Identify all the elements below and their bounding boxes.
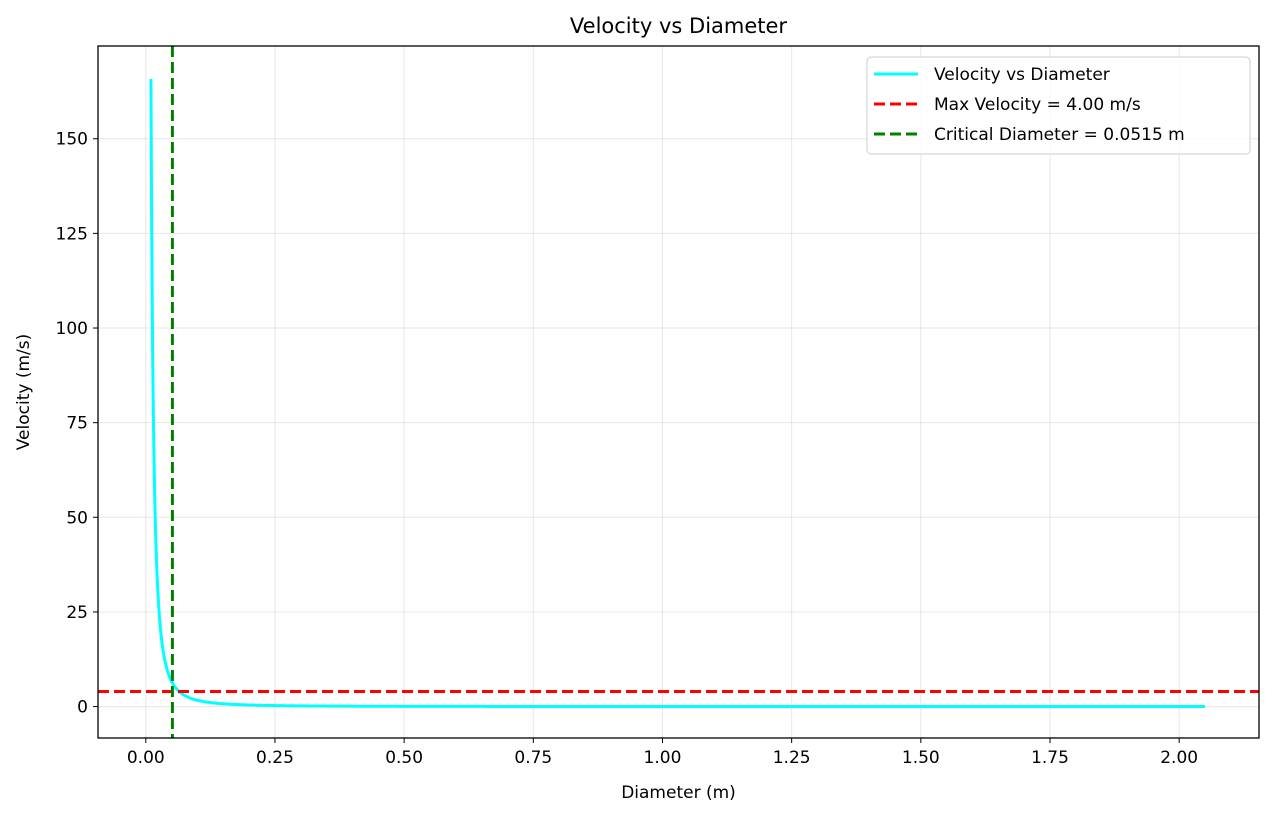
x-tick-label: 0.50 — [385, 748, 423, 768]
plot-area — [98, 46, 1259, 738]
y-axis-label: Velocity (m/s) — [14, 334, 34, 451]
legend-label: Critical Diameter = 0.0515 m — [934, 125, 1185, 145]
legend-label: Max Velocity = 4.00 m/s — [934, 95, 1141, 115]
x-axis-label: Diameter (m) — [621, 783, 736, 803]
x-tick-label: 1.50 — [902, 748, 940, 768]
y-tick-label: 150 — [56, 130, 88, 150]
y-tick-label: 75 — [66, 414, 88, 434]
y-tick-label: 100 — [56, 319, 88, 339]
y-tick-label: 50 — [66, 508, 88, 528]
legend-label: Velocity vs Diameter — [934, 65, 1110, 85]
x-tick-label: 2.00 — [1160, 748, 1198, 768]
x-tick-label: 1.75 — [1031, 748, 1069, 768]
y-tick-label: 0 — [77, 698, 88, 718]
chart-title: Velocity vs Diameter — [570, 14, 788, 38]
x-tick-label: 1.25 — [773, 748, 811, 768]
series-line-velocity — [149, 78, 1206, 709]
x-tick-label: 0.00 — [127, 748, 165, 768]
axes-frame — [97, 45, 1260, 739]
x-tick-label: 0.75 — [514, 748, 552, 768]
x-tick-label: 0.25 — [256, 748, 294, 768]
x-tick-label: 1.00 — [644, 748, 682, 768]
legend-box — [866, 56, 1251, 155]
y-tick-label: 25 — [66, 603, 88, 623]
y-tick-label: 125 — [56, 224, 88, 244]
legend: Velocity vs Diameter Max Velocity = 4.00 … — [866, 56, 1251, 155]
ticks: 0.00 0.25 0.50 0.75 1.00 1.25 1.50 1.75 2.00 0 25 5… — [56, 130, 1199, 768]
